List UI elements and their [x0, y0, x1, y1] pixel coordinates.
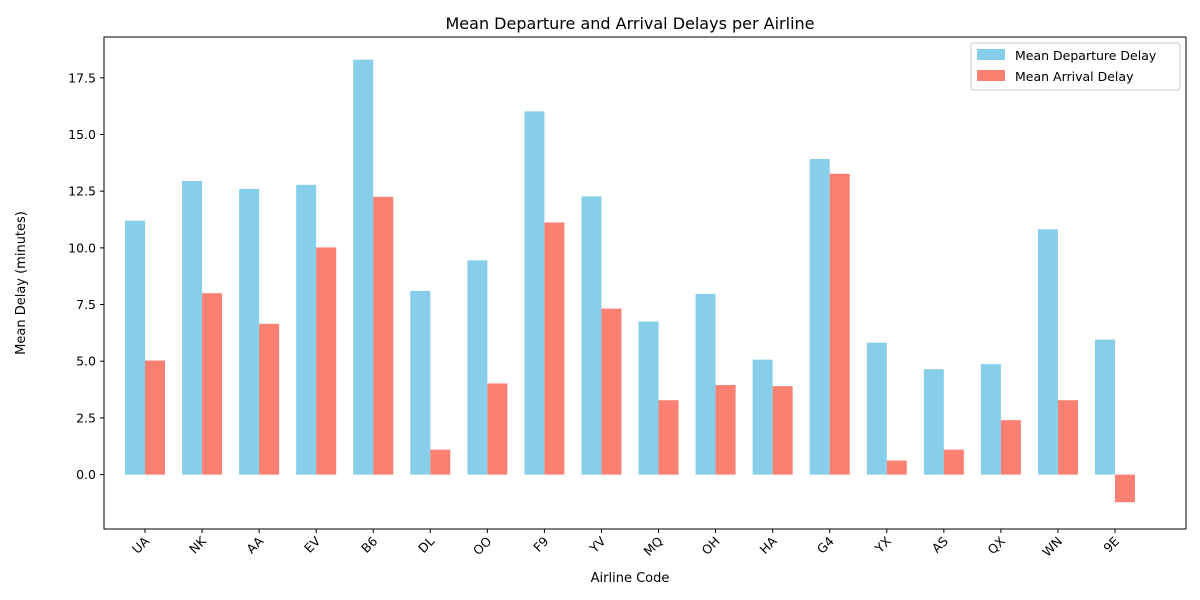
bar-departure-dl [410, 290, 431, 475]
plot-frame [103, 36, 1187, 530]
y-tick-label: 0.0 [76, 467, 96, 482]
x-tick-label-b6: B6 [358, 533, 380, 555]
x-tick-label-nk: NK [186, 533, 210, 557]
bar-arrival-yv [601, 308, 622, 475]
bar-arrival-ha [772, 386, 793, 475]
y-tick-label: 10.0 [68, 240, 96, 255]
x-tick-label-mq: MQ [640, 533, 665, 558]
y-axis: 0.0 2.5 5.0 7.5 10.0 12.5 15.0 17.5 [68, 70, 104, 482]
bar-arrival-9e [1115, 474, 1135, 503]
bar-arrival-f9 [544, 222, 565, 475]
bar-departure-9e [1095, 339, 1115, 475]
bar-departure-g4 [809, 158, 830, 475]
legend-label-arrival: Mean Arrival Delay [1015, 69, 1134, 84]
legend: Mean Departure Delay Mean Arrival Delay [970, 42, 1181, 91]
x-axis: UA NK AA EV B6 DL OO F9 YV MQ OH HA G4 YX AS QX WN 9E [129, 529, 1122, 559]
x-tick-label-f9: F9 [530, 533, 551, 554]
x-tick-label-as: AS [929, 533, 951, 555]
bar-departure-mq [638, 321, 659, 475]
legend-swatch-arrival [977, 70, 1005, 81]
bar-arrival-g4 [829, 173, 850, 475]
legend-frame [970, 42, 1181, 91]
bar-arrival-oo [487, 383, 508, 475]
bar-departure-as [923, 369, 944, 475]
x-tick-label-9e: 9E [1100, 533, 1122, 555]
bar-arrival-aa [259, 323, 280, 475]
chart-title: Mean Departure and Arrival Delays per Ai… [445, 14, 814, 33]
legend-label-departure: Mean Departure Delay [1015, 48, 1157, 63]
x-tick-label-oh: OH [698, 534, 722, 558]
bar-departure-yv [581, 196, 602, 475]
bar-arrival-mq [658, 400, 679, 475]
bar-departure-f9 [524, 111, 545, 475]
y-axis-label: Mean Delay (minutes) [14, 211, 29, 355]
bar-arrival-b6 [373, 196, 394, 475]
x-tick-label-dl: DL [415, 533, 437, 555]
bars-group [125, 59, 1135, 503]
bar-departure-oo [467, 260, 488, 475]
y-tick-label: 12.5 [68, 184, 96, 199]
x-tick-label-qx: QX [984, 533, 1008, 557]
bar-arrival-ua [145, 360, 165, 475]
bar-arrival-qx [1000, 420, 1021, 475]
x-tick-label-g4: G4 [814, 533, 837, 556]
x-tick-label-ha: HA [756, 533, 780, 557]
bar-arrival-ev [316, 247, 337, 475]
x-tick-label-aa: AA [243, 533, 266, 556]
x-tick-label-ev: EV [301, 533, 324, 556]
x-tick-label-wn: WN [1039, 534, 1065, 560]
y-tick-label: 2.5 [76, 410, 96, 425]
bar-arrival-nk [202, 293, 223, 475]
bar-departure-ha [752, 359, 773, 475]
bar-departure-aa [239, 188, 260, 475]
bar-departure-ua [125, 220, 145, 475]
x-tick-label-oo: OO [470, 533, 495, 558]
bar-departure-b6 [353, 59, 374, 475]
bar-departure-ev [296, 184, 317, 475]
y-tick-label: 5.0 [76, 354, 96, 369]
y-tick-label: 17.5 [68, 70, 96, 85]
bar-departure-wn [1037, 229, 1058, 475]
x-tick-label-yv: YV [586, 533, 609, 556]
bar-arrival-yx [886, 460, 907, 475]
x-axis-label: Airline Code [591, 571, 670, 586]
x-tick-label-ua: UA [129, 533, 152, 556]
bar-arrival-as [943, 449, 964, 475]
x-tick-label-yx: YX [871, 533, 894, 556]
y-tick-label: 7.5 [76, 297, 96, 312]
bar-departure-nk [182, 180, 203, 475]
bar-departure-qx [980, 364, 1001, 475]
bar-departure-oh [695, 293, 716, 475]
legend-swatch-departure [977, 49, 1005, 60]
bar-departure-yx [866, 342, 887, 475]
bar-arrival-wn [1057, 400, 1078, 475]
y-tick-label: 15.0 [68, 127, 96, 142]
bar-arrival-oh [715, 385, 736, 475]
bar-arrival-dl [430, 449, 451, 475]
